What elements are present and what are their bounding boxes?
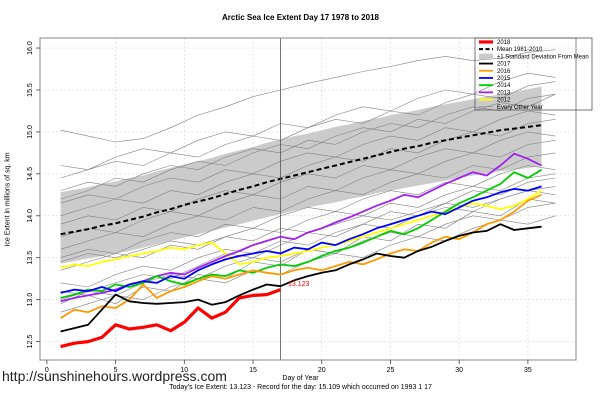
x-tick-label: 30 — [455, 367, 463, 374]
x-tick-label: 5 — [114, 367, 118, 374]
plot-border — [39, 37, 577, 361]
other-year-line — [60, 49, 556, 143]
legend-label: Every Other Year — [497, 105, 543, 111]
x-tick-label: 15 — [249, 367, 257, 374]
series-2018-line — [60, 288, 282, 349]
current-value-annotation: 13.123 — [288, 281, 310, 288]
other-year-line — [60, 152, 556, 250]
legend-label: Mean 1981-2010 — [497, 47, 543, 53]
other-year-line — [60, 165, 556, 258]
legend-label: 2018 — [497, 40, 511, 46]
other-year-line — [60, 72, 556, 171]
y-tick-label: 13.0 — [27, 293, 34, 307]
x-tick-label: 10 — [180, 367, 188, 374]
legend-box — [474, 37, 593, 111]
other-year-line — [60, 131, 556, 225]
legend-label: 2012 — [497, 98, 511, 104]
x-tick-label: 0 — [45, 367, 49, 374]
other-year-line — [60, 93, 556, 191]
legend-label: ±1 Standard Deviation From Mean — [497, 54, 589, 60]
mean-line — [60, 124, 542, 236]
y-tick-label: 15.5 — [27, 83, 34, 97]
legend-label: 2017 — [497, 62, 511, 68]
y-tick-label: 15.0 — [27, 125, 34, 139]
legend-label: 2013 — [497, 90, 511, 96]
y-tick-label: 14.0 — [27, 209, 34, 223]
chart-title: Arctic Sea Ice Extent Day 17 1978 to 201… — [222, 13, 379, 22]
y-tick-label: 14.5 — [27, 167, 34, 181]
x-tick-label: 20 — [318, 367, 326, 374]
legend-label: 2014 — [497, 83, 511, 89]
series-2016-line — [60, 193, 542, 319]
legend-swatch-band — [479, 53, 493, 60]
x-tick-label: 35 — [524, 367, 532, 374]
other-year-line — [60, 110, 556, 204]
series-2015-line — [60, 185, 542, 294]
footer-status: Today's Ice Extent: 13.123 - Record for … — [169, 384, 432, 391]
series-2014-line — [60, 168, 543, 299]
series-2017-line — [60, 223, 542, 333]
y-tick-label: 12.5 — [27, 335, 34, 349]
legend-label: 2015 — [497, 76, 511, 82]
x-tick-label: 25 — [387, 367, 395, 374]
y-tick-label: 13.5 — [27, 251, 34, 265]
legend-label: 2016 — [497, 69, 511, 75]
other-year-line — [60, 93, 556, 200]
y-tick-label: 16.0 — [27, 41, 34, 55]
x-axis-label: Day of Year — [282, 375, 319, 382]
sd-band — [60, 86, 542, 264]
watermark-url: http://sunshinehours.wordpress.com — [2, 368, 227, 384]
